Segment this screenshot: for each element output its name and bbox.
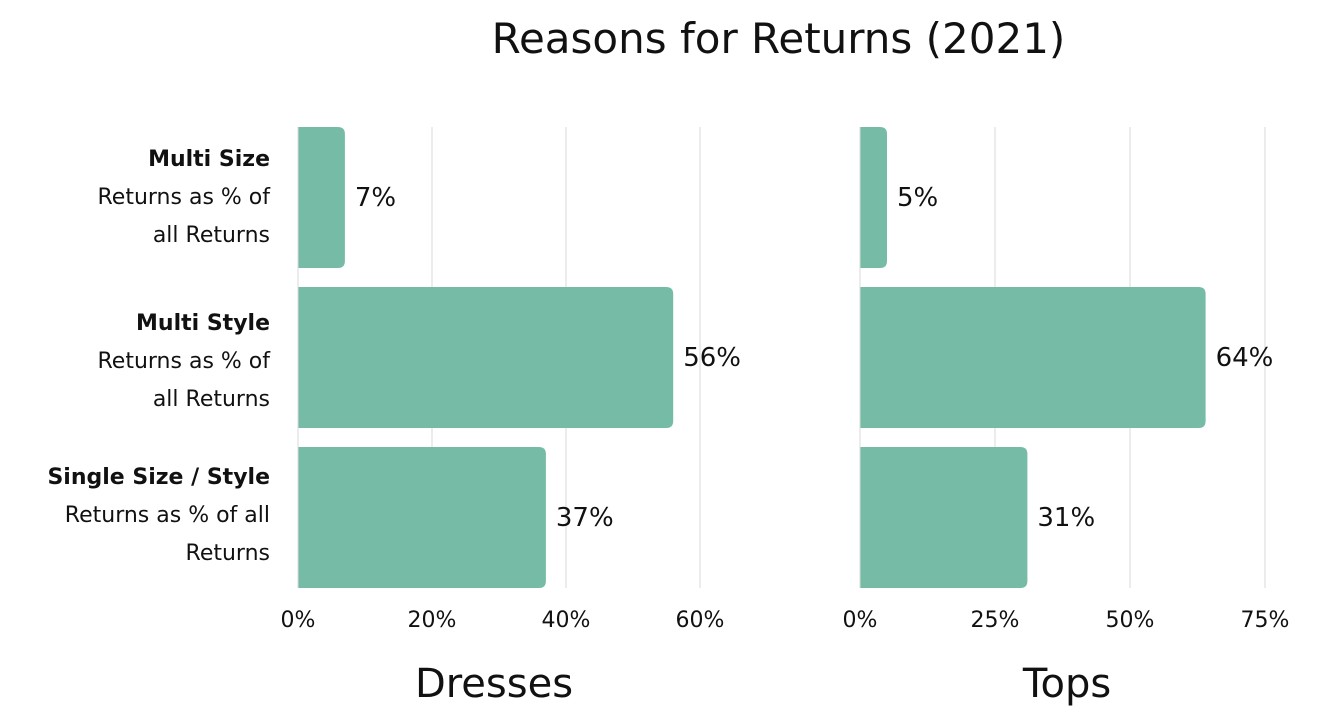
bar-value-label: 37% xyxy=(556,503,614,533)
bar-value-label: 5% xyxy=(897,183,938,213)
category-desc-line: Returns as % of xyxy=(97,185,271,210)
x-tick-label: 50% xyxy=(1106,608,1155,633)
x-tick-label: 60% xyxy=(676,608,725,633)
bar-value-label: 56% xyxy=(683,343,741,373)
x-tick-label: 0% xyxy=(843,608,878,633)
x-axis-title: Dresses xyxy=(415,661,573,707)
category-label: Multi Style Returns as % of all Returns xyxy=(8,305,271,419)
x-tick-label: 20% xyxy=(408,608,457,633)
x-tick-label: 75% xyxy=(1241,608,1290,633)
bar-value-label: 64% xyxy=(1216,343,1274,373)
bar xyxy=(298,287,674,428)
category-name: Multi Size xyxy=(148,147,270,172)
category-label: Single Size / Style Returns as % of all … xyxy=(8,459,270,573)
bar xyxy=(860,127,887,268)
bar-value-label: 31% xyxy=(1037,503,1095,533)
bar-value-label: 7% xyxy=(355,183,396,213)
category-desc-line: all Returns xyxy=(152,387,270,412)
x-tick-label: 25% xyxy=(971,608,1020,633)
bar xyxy=(860,287,1206,428)
x-axis-title: Tops xyxy=(1022,661,1111,707)
category-desc-line: all Returns xyxy=(152,223,270,248)
category-desc-line: Returns xyxy=(185,541,270,566)
category-desc-line: Returns as % of all xyxy=(64,503,270,528)
category-name: Multi Style xyxy=(136,311,270,336)
x-tick-label: 0% xyxy=(281,608,316,633)
category-name: Single Size / Style xyxy=(47,465,270,490)
category-label: Multi Size Returns as % of all Returns xyxy=(8,141,271,255)
bar xyxy=(298,447,546,588)
chart-title: Reasons for Returns (2021) xyxy=(491,14,1066,63)
bar xyxy=(298,127,345,268)
category-desc-line: Returns as % of xyxy=(97,349,271,374)
bar xyxy=(860,447,1028,588)
x-tick-label: 40% xyxy=(542,608,591,633)
